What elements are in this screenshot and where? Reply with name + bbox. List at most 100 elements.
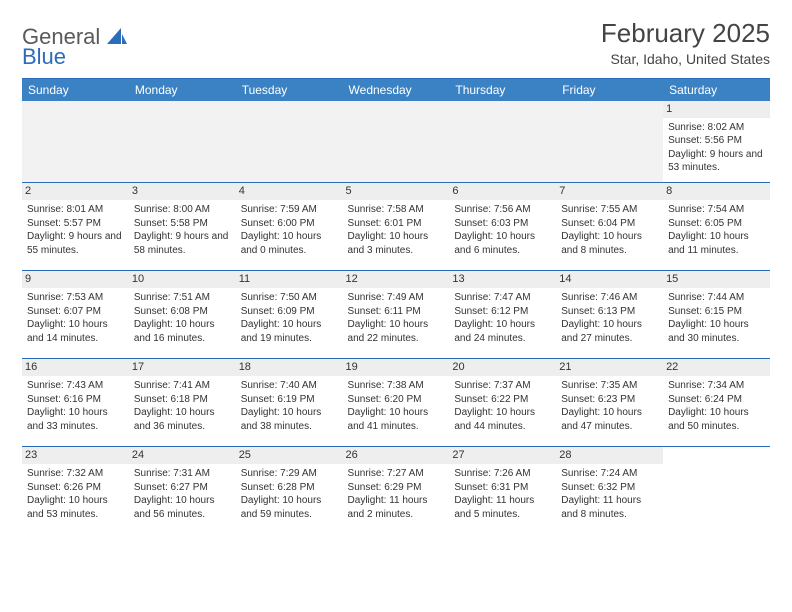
sunrise-line: Sunrise: 7:47 AM bbox=[454, 291, 551, 305]
day-number: 17 bbox=[129, 359, 236, 376]
sunset-line: Sunset: 6:03 PM bbox=[454, 217, 551, 231]
weekday-header: Sunday bbox=[22, 78, 129, 101]
sunrise-line: Sunrise: 7:34 AM bbox=[668, 379, 765, 393]
sunrise-line: Sunrise: 7:24 AM bbox=[561, 467, 658, 481]
day-number: 3 bbox=[129, 183, 236, 200]
sunrise-line: Sunrise: 7:51 AM bbox=[134, 291, 231, 305]
sunrise-line: Sunrise: 7:56 AM bbox=[454, 203, 551, 217]
day-number: 4 bbox=[236, 183, 343, 200]
sunset-line: Sunset: 6:32 PM bbox=[561, 481, 658, 495]
calendar-day-cell: 10Sunrise: 7:51 AMSunset: 6:08 PMDayligh… bbox=[129, 271, 236, 359]
calendar-empty-cell bbox=[236, 101, 343, 183]
calendar-day-cell: 23Sunrise: 7:32 AMSunset: 6:26 PMDayligh… bbox=[22, 447, 129, 535]
calendar-day-cell: 1Sunrise: 8:02 AMSunset: 5:56 PMDaylight… bbox=[663, 101, 770, 183]
sunset-line: Sunset: 6:13 PM bbox=[561, 305, 658, 319]
day-number: 26 bbox=[343, 447, 450, 464]
sunset-line: Sunset: 6:29 PM bbox=[348, 481, 445, 495]
sunset-line: Sunset: 6:08 PM bbox=[134, 305, 231, 319]
sunrise-line: Sunrise: 7:32 AM bbox=[27, 467, 124, 481]
day-number: 13 bbox=[449, 271, 556, 288]
day-number: 24 bbox=[129, 447, 236, 464]
sunset-line: Sunset: 6:12 PM bbox=[454, 305, 551, 319]
sunrise-line: Sunrise: 7:53 AM bbox=[27, 291, 124, 305]
sunset-line: Sunset: 6:05 PM bbox=[668, 217, 765, 231]
daylight-line: Daylight: 10 hours and 14 minutes. bbox=[27, 318, 124, 345]
title-block: February 2025 Star, Idaho, United States bbox=[601, 18, 770, 67]
calendar-day-cell: 24Sunrise: 7:31 AMSunset: 6:27 PMDayligh… bbox=[129, 447, 236, 535]
calendar-day-cell: 3Sunrise: 8:00 AMSunset: 5:58 PMDaylight… bbox=[129, 183, 236, 271]
sunset-line: Sunset: 6:31 PM bbox=[454, 481, 551, 495]
day-number: 8 bbox=[663, 183, 770, 200]
calendar-row: 23Sunrise: 7:32 AMSunset: 6:26 PMDayligh… bbox=[22, 447, 770, 535]
day-number: 25 bbox=[236, 447, 343, 464]
sunrise-line: Sunrise: 7:58 AM bbox=[348, 203, 445, 217]
sunrise-line: Sunrise: 7:38 AM bbox=[348, 379, 445, 393]
calendar-day-cell: 26Sunrise: 7:27 AMSunset: 6:29 PMDayligh… bbox=[343, 447, 450, 535]
daylight-line: Daylight: 10 hours and 16 minutes. bbox=[134, 318, 231, 345]
daylight-line: Daylight: 11 hours and 5 minutes. bbox=[454, 494, 551, 521]
sunset-line: Sunset: 6:20 PM bbox=[348, 393, 445, 407]
calendar-day-cell: 20Sunrise: 7:37 AMSunset: 6:22 PMDayligh… bbox=[449, 359, 556, 447]
calendar-day-cell: 4Sunrise: 7:59 AMSunset: 6:00 PMDaylight… bbox=[236, 183, 343, 271]
calendar-empty-cell bbox=[343, 101, 450, 183]
calendar-head: SundayMondayTuesdayWednesdayThursdayFrid… bbox=[22, 78, 770, 101]
daylight-line: Daylight: 10 hours and 53 minutes. bbox=[27, 494, 124, 521]
sunrise-line: Sunrise: 7:40 AM bbox=[241, 379, 338, 393]
daylight-line: Daylight: 10 hours and 0 minutes. bbox=[241, 230, 338, 257]
weekday-header: Friday bbox=[556, 78, 663, 101]
daylight-line: Daylight: 10 hours and 47 minutes. bbox=[561, 406, 658, 433]
calendar-day-cell: 13Sunrise: 7:47 AMSunset: 6:12 PMDayligh… bbox=[449, 271, 556, 359]
sunrise-line: Sunrise: 7:27 AM bbox=[348, 467, 445, 481]
daylight-line: Daylight: 10 hours and 30 minutes. bbox=[668, 318, 765, 345]
sunrise-line: Sunrise: 7:41 AM bbox=[134, 379, 231, 393]
daylight-line: Daylight: 10 hours and 50 minutes. bbox=[668, 406, 765, 433]
sunset-line: Sunset: 6:18 PM bbox=[134, 393, 231, 407]
daylight-line: Daylight: 10 hours and 8 minutes. bbox=[561, 230, 658, 257]
sunrise-line: Sunrise: 7:55 AM bbox=[561, 203, 658, 217]
calendar-day-cell: 2Sunrise: 8:01 AMSunset: 5:57 PMDaylight… bbox=[22, 183, 129, 271]
sunset-line: Sunset: 6:19 PM bbox=[241, 393, 338, 407]
logo: General Blue bbox=[22, 18, 127, 68]
sunset-line: Sunset: 6:01 PM bbox=[348, 217, 445, 231]
daylight-line: Daylight: 10 hours and 36 minutes. bbox=[134, 406, 231, 433]
calendar-day-cell: 25Sunrise: 7:29 AMSunset: 6:28 PMDayligh… bbox=[236, 447, 343, 535]
sunset-line: Sunset: 5:57 PM bbox=[27, 217, 124, 231]
sunrise-line: Sunrise: 7:46 AM bbox=[561, 291, 658, 305]
calendar-empty-cell bbox=[449, 101, 556, 183]
calendar-table: SundayMondayTuesdayWednesdayThursdayFrid… bbox=[22, 78, 770, 535]
daylight-line: Daylight: 10 hours and 3 minutes. bbox=[348, 230, 445, 257]
sunrise-line: Sunrise: 7:31 AM bbox=[134, 467, 231, 481]
sunset-line: Sunset: 6:07 PM bbox=[27, 305, 124, 319]
day-number: 7 bbox=[556, 183, 663, 200]
calendar-row: 2Sunrise: 8:01 AMSunset: 5:57 PMDaylight… bbox=[22, 183, 770, 271]
calendar-empty-cell bbox=[22, 101, 129, 183]
sunset-line: Sunset: 6:00 PM bbox=[241, 217, 338, 231]
sunset-line: Sunset: 6:22 PM bbox=[454, 393, 551, 407]
day-number: 19 bbox=[343, 359, 450, 376]
logo-word-2: Blue bbox=[22, 44, 66, 69]
daylight-line: Daylight: 10 hours and 19 minutes. bbox=[241, 318, 338, 345]
sunset-line: Sunset: 6:11 PM bbox=[348, 305, 445, 319]
weekday-header: Tuesday bbox=[236, 78, 343, 101]
day-number: 6 bbox=[449, 183, 556, 200]
logo-text: General Blue bbox=[22, 26, 127, 68]
sunset-line: Sunset: 6:16 PM bbox=[27, 393, 124, 407]
calendar-day-cell: 21Sunrise: 7:35 AMSunset: 6:23 PMDayligh… bbox=[556, 359, 663, 447]
daylight-line: Daylight: 9 hours and 58 minutes. bbox=[134, 230, 231, 257]
calendar-empty-cell bbox=[556, 101, 663, 183]
day-number: 15 bbox=[663, 271, 770, 288]
daylight-line: Daylight: 10 hours and 33 minutes. bbox=[27, 406, 124, 433]
daylight-line: Daylight: 10 hours and 22 minutes. bbox=[348, 318, 445, 345]
daylight-line: Daylight: 10 hours and 41 minutes. bbox=[348, 406, 445, 433]
calendar-day-cell: 9Sunrise: 7:53 AMSunset: 6:07 PMDaylight… bbox=[22, 271, 129, 359]
sunrise-line: Sunrise: 7:37 AM bbox=[454, 379, 551, 393]
daylight-line: Daylight: 10 hours and 56 minutes. bbox=[134, 494, 231, 521]
sunrise-line: Sunrise: 7:35 AM bbox=[561, 379, 658, 393]
daylight-line: Daylight: 9 hours and 53 minutes. bbox=[668, 148, 765, 175]
weekday-row: SundayMondayTuesdayWednesdayThursdayFrid… bbox=[22, 78, 770, 101]
weekday-header: Saturday bbox=[663, 78, 770, 101]
daylight-line: Daylight: 10 hours and 44 minutes. bbox=[454, 406, 551, 433]
calendar-day-cell: 14Sunrise: 7:46 AMSunset: 6:13 PMDayligh… bbox=[556, 271, 663, 359]
calendar-empty-cell bbox=[129, 101, 236, 183]
calendar-day-cell: 28Sunrise: 7:24 AMSunset: 6:32 PMDayligh… bbox=[556, 447, 663, 535]
